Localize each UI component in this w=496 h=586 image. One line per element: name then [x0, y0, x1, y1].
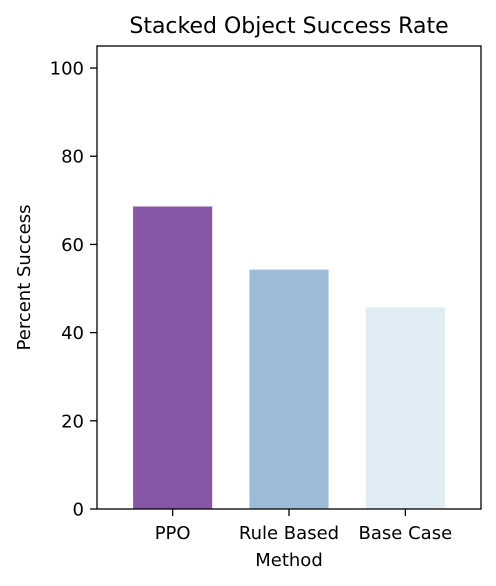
y-tick-label: 80 [61, 147, 84, 168]
y-tick-label: 0 [73, 500, 84, 521]
x-axis-label: Method [255, 550, 323, 571]
x-tick-label: Base Case [359, 523, 453, 544]
bar-rule-based [249, 269, 329, 509]
y-ticks-group: 0 20 40 60 80 100 [50, 59, 97, 521]
y-tick-label: 20 [61, 411, 84, 432]
x-tick-label: PPO [155, 523, 191, 544]
y-axis-label: Percent Success [14, 205, 35, 351]
bar-base-case [365, 307, 445, 509]
x-tick-label: Rule Based [239, 523, 339, 544]
chart-title: Stacked Object Success Rate [129, 14, 448, 39]
y-tick-label: 40 [61, 323, 84, 344]
x-ticks-group: PPO Rule Based Base Case [155, 509, 452, 544]
bars-group [133, 206, 445, 510]
y-tick-label: 100 [50, 59, 84, 80]
plot-frame [96, 45, 482, 510]
y-tick-label: 60 [61, 235, 84, 256]
bar-ppo [133, 206, 213, 510]
